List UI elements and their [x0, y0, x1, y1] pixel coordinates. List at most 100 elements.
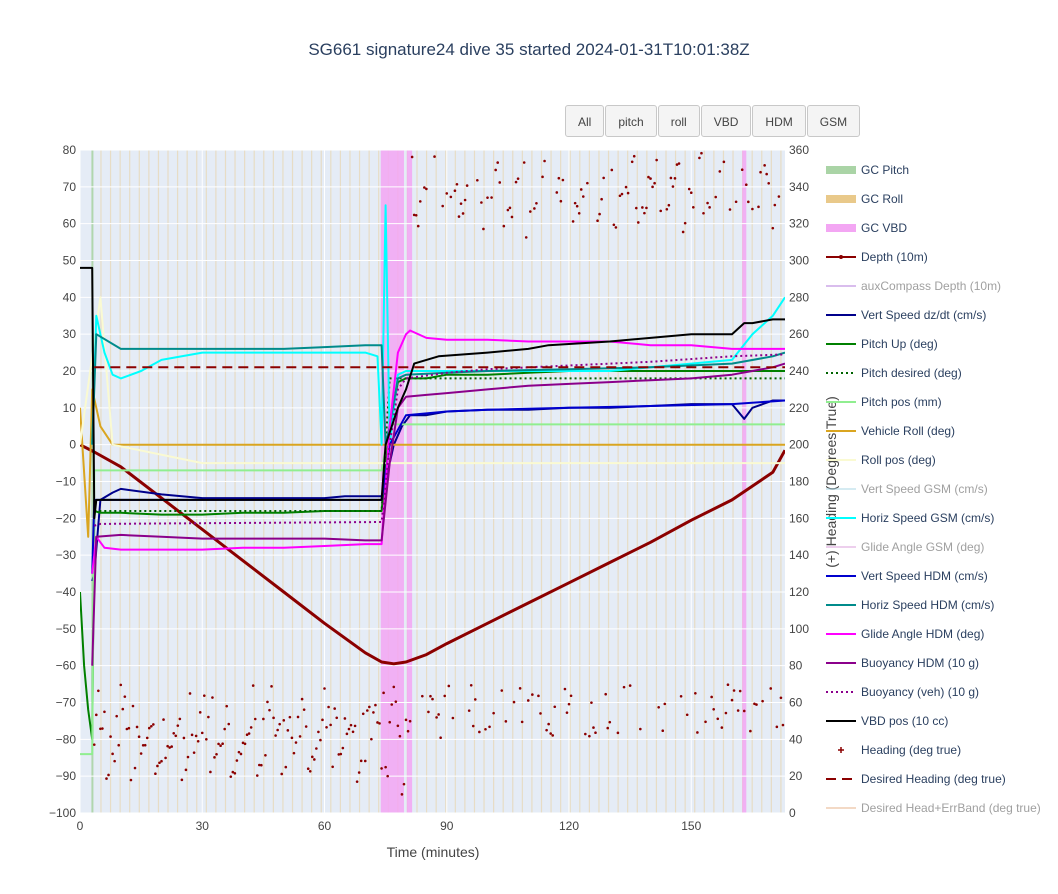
y-tick-label: 0	[69, 438, 76, 452]
heading-marker	[632, 154, 636, 158]
heading-marker	[753, 702, 756, 706]
heading-marker	[321, 718, 324, 722]
heading-marker	[459, 202, 463, 205]
heading-marker	[512, 700, 516, 704]
heading-marker	[111, 752, 114, 756]
legend-item[interactable]: GC Pitch	[825, 155, 1055, 184]
heading-marker	[211, 696, 214, 699]
legend-swatch	[826, 284, 856, 287]
trace-line	[91, 362, 785, 666]
legend-item[interactable]: Pitch desired (deg)	[825, 358, 1055, 387]
legend-item[interactable]: Pitch pos (mm)	[825, 387, 1055, 416]
legend-item[interactable]: GC VBD	[825, 213, 1055, 242]
legend-item[interactable]: VBD pos (10 cc)	[825, 706, 1055, 735]
legend-item[interactable]: Depth (10m)	[825, 242, 1055, 271]
legend-item[interactable]: Horiz Speed HDM (cm/s)	[825, 590, 1055, 619]
legend-item[interactable]: Roll pos (deg)	[825, 445, 1055, 474]
legend-item[interactable]: Glide Angle HDM (deg)	[825, 619, 1055, 648]
legend-item[interactable]: Buoyancy (veh) (10 g)	[825, 677, 1055, 706]
legend-swatch	[826, 632, 856, 635]
heading-marker	[227, 722, 231, 726]
legend-item[interactable]: Desired Head+ErrBand (deg true)	[825, 793, 1055, 822]
heading-marker	[573, 201, 577, 205]
heading-marker	[565, 711, 569, 714]
heading-marker	[443, 694, 447, 698]
heading-marker	[304, 725, 308, 728]
heading-marker	[586, 181, 589, 185]
legend-item[interactable]: Glide Angle GSM (deg)	[825, 532, 1055, 561]
heading-marker	[213, 756, 216, 759]
y2-tick-label: 220	[789, 401, 809, 415]
heading-marker	[129, 778, 133, 782]
y2-tick-label: 20	[789, 769, 803, 783]
heading-marker	[251, 684, 255, 687]
legend-item[interactable]: Vehicle Roll (deg)	[825, 416, 1055, 445]
heading-marker	[200, 731, 204, 735]
vbd-button[interactable]: VBD	[700, 105, 752, 137]
legend-item[interactable]: Pitch Up (deg)	[825, 329, 1055, 358]
legend-item[interactable]: Buoyancy HDM (10 g)	[825, 648, 1055, 677]
heading-marker	[647, 175, 650, 179]
heading-marker	[494, 168, 497, 172]
legend-item[interactable]: Heading (deg true)	[825, 735, 1055, 764]
heading-marker	[704, 720, 707, 724]
heading-marker	[502, 224, 506, 228]
heading-marker	[514, 180, 518, 184]
heading-marker	[139, 752, 143, 755]
heading-marker	[317, 730, 320, 734]
heading-marker	[616, 731, 620, 735]
heading-marker	[241, 741, 245, 745]
legend-label: Depth (10m)	[861, 249, 928, 264]
heading-marker	[327, 705, 330, 709]
heading-marker	[225, 704, 229, 708]
heading-marker	[341, 746, 345, 750]
legend-label: Buoyancy HDM (10 g)	[861, 655, 980, 670]
heading-marker	[531, 693, 534, 696]
legend-item[interactable]: Horiz Speed GSM (cm/s)	[825, 503, 1055, 532]
heading-marker	[176, 724, 180, 727]
all-button[interactable]: All	[565, 105, 605, 137]
legend-item[interactable]: Vert Speed GSM (cm/s)	[825, 474, 1055, 503]
heading-marker	[500, 689, 504, 692]
heading-marker	[614, 226, 618, 229]
heading-marker	[476, 178, 479, 182]
legend-label: auxCompass Depth (10m)	[861, 278, 1002, 293]
legend-swatch	[826, 777, 856, 780]
heading-marker	[742, 709, 746, 713]
heading-marker	[728, 208, 732, 211]
heading-marker	[365, 709, 369, 712]
heading-marker	[223, 727, 226, 731]
heading-marker	[123, 695, 127, 698]
legend-item[interactable]: Vert Speed HDM (cm/s)	[825, 561, 1055, 590]
hdm-button[interactable]: HDM	[752, 105, 806, 137]
heading-marker	[467, 709, 471, 712]
heading-marker	[547, 722, 550, 726]
heading-marker	[694, 692, 697, 695]
x-tick-label: 30	[196, 819, 210, 833]
heading-marker	[524, 236, 528, 239]
heading-marker	[738, 689, 742, 693]
heading-marker	[445, 192, 449, 195]
y2-tick-label: 180	[789, 475, 809, 489]
legend-item[interactable]: auxCompass Depth (10m)	[825, 271, 1055, 300]
legend-swatch	[826, 516, 856, 519]
legend-item[interactable]: Desired Heading (deg true)	[825, 764, 1055, 793]
y2-tick-label: 100	[789, 622, 809, 636]
heading-marker	[268, 708, 271, 712]
heading-marker	[522, 161, 526, 164]
heading-marker	[288, 715, 292, 719]
heading-marker	[520, 720, 524, 724]
gsm-button[interactable]: GSM	[806, 105, 861, 137]
heading-marker	[492, 711, 495, 715]
heading-marker	[425, 187, 428, 191]
heading-marker	[537, 694, 540, 698]
legend-item[interactable]: GC Roll	[825, 184, 1055, 213]
heading-marker	[198, 711, 202, 714]
heading-marker	[604, 692, 607, 696]
pitch-button[interactable]: pitch	[605, 105, 657, 137]
roll-button[interactable]: roll	[657, 105, 700, 137]
heading-marker	[571, 220, 575, 223]
legend-item[interactable]: Vert Speed dz/dt (cm/s)	[825, 300, 1055, 329]
heading-marker	[659, 209, 663, 213]
